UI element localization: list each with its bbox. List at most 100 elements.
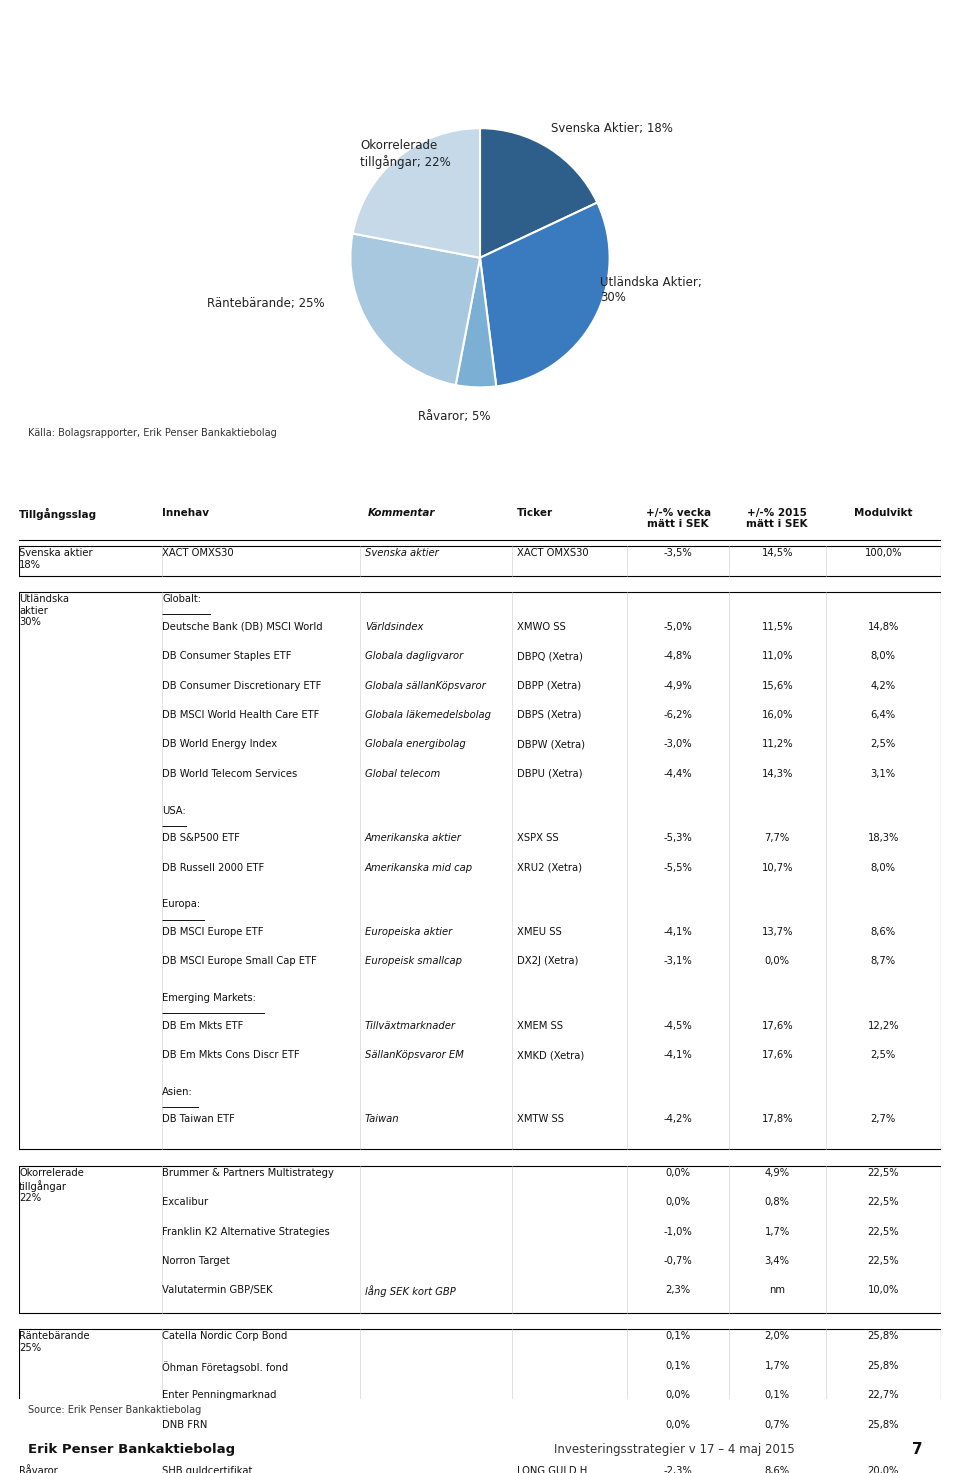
Text: Öhman Företagsobl. fond: Öhman Företagsobl. fond xyxy=(162,1361,288,1373)
Text: Världsindex: Världsindex xyxy=(365,622,423,632)
Text: DB Em Mkts ETF: DB Em Mkts ETF xyxy=(162,1021,244,1031)
Text: Ticker: Ticker xyxy=(516,508,553,518)
Text: 7: 7 xyxy=(912,1442,923,1457)
Text: 8,6%: 8,6% xyxy=(765,1466,790,1473)
Text: 2,7%: 2,7% xyxy=(871,1115,896,1124)
Text: Okorrelerade
tillgångar
22%: Okorrelerade tillgångar 22% xyxy=(19,1168,84,1203)
Text: +/-% vecka
mätt i SEK: +/-% vecka mätt i SEK xyxy=(645,508,710,529)
Text: 8,0%: 8,0% xyxy=(871,651,896,661)
Text: 25,8%: 25,8% xyxy=(868,1332,899,1342)
Text: nm: nm xyxy=(769,1286,785,1295)
Text: Amerikanska aktier: Amerikanska aktier xyxy=(365,834,462,843)
Text: 0,0%: 0,0% xyxy=(665,1168,690,1178)
Text: 8,0%: 8,0% xyxy=(871,863,896,872)
Text: DBPW (Xetra): DBPW (Xetra) xyxy=(516,739,585,750)
Text: Taiwan: Taiwan xyxy=(365,1115,399,1124)
Text: 2,0%: 2,0% xyxy=(765,1332,790,1342)
Text: Svenska Aktier; 18%: Svenska Aktier; 18% xyxy=(551,122,673,134)
Text: Erik Penser Bankaktiebolag: Erik Penser Bankaktiebolag xyxy=(29,1444,235,1455)
Text: 4,2%: 4,2% xyxy=(871,681,896,691)
Text: -4,4%: -4,4% xyxy=(663,769,692,779)
Text: DBPQ (Xetra): DBPQ (Xetra) xyxy=(516,651,583,661)
Text: 20,0%: 20,0% xyxy=(868,1466,899,1473)
Text: Amerikanska mid cap: Amerikanska mid cap xyxy=(365,863,473,872)
Text: 15,6%: 15,6% xyxy=(761,681,793,691)
Text: DB World Energy Index: DB World Energy Index xyxy=(162,739,277,750)
Text: SällanKöpsvaror EM: SällanKöpsvaror EM xyxy=(365,1050,464,1061)
Text: -3,5%: -3,5% xyxy=(663,548,692,558)
Text: 0,0%: 0,0% xyxy=(765,956,790,966)
Text: 22,7%: 22,7% xyxy=(868,1391,899,1401)
Text: DX2J (Xetra): DX2J (Xetra) xyxy=(516,956,578,966)
Text: SHB guldcertifikat: SHB guldcertifikat xyxy=(162,1466,252,1473)
Text: Modulvikt: Modulvikt xyxy=(854,508,912,518)
Text: 22,5%: 22,5% xyxy=(868,1168,899,1178)
Text: 22,5%: 22,5% xyxy=(868,1227,899,1236)
Text: Brummer & Partners Multistrategy: Brummer & Partners Multistrategy xyxy=(162,1168,334,1178)
Text: 100,0%: 100,0% xyxy=(864,548,902,558)
Text: 3,1%: 3,1% xyxy=(871,769,896,779)
Text: Norron Target: Norron Target xyxy=(162,1256,229,1265)
Wedge shape xyxy=(480,203,610,386)
Text: 1,7%: 1,7% xyxy=(764,1227,790,1236)
Text: DBPS (Xetra): DBPS (Xetra) xyxy=(516,710,581,720)
Text: Utländska Aktier;
30%: Utländska Aktier; 30% xyxy=(600,275,702,305)
Text: Emerging Markets:: Emerging Markets: xyxy=(162,993,256,1003)
Text: Räntebärande
25%: Räntebärande 25% xyxy=(19,1332,90,1352)
Text: 8,7%: 8,7% xyxy=(871,956,896,966)
Text: DNB FRN: DNB FRN xyxy=(162,1420,207,1430)
Text: DB Consumer Staples ETF: DB Consumer Staples ETF xyxy=(162,651,292,661)
Text: 0,0%: 0,0% xyxy=(665,1198,690,1208)
Text: -4,1%: -4,1% xyxy=(663,1050,692,1061)
Text: Europeisk smallcap: Europeisk smallcap xyxy=(365,956,462,966)
Text: 0,1%: 0,1% xyxy=(665,1332,690,1342)
Text: 25,8%: 25,8% xyxy=(868,1361,899,1371)
Text: 14,5%: 14,5% xyxy=(761,548,793,558)
Text: 17,6%: 17,6% xyxy=(761,1050,793,1061)
Text: DB MSCI World Health Care ETF: DB MSCI World Health Care ETF xyxy=(162,710,320,720)
Text: -6,2%: -6,2% xyxy=(663,710,692,720)
Text: 2,5%: 2,5% xyxy=(871,1050,896,1061)
Text: -1,0%: -1,0% xyxy=(663,1227,692,1236)
Text: Källa: Bolagsrapporter, Erik Penser Bankaktiebolag: Källa: Bolagsrapporter, Erik Penser Bank… xyxy=(29,429,277,437)
Text: -4,5%: -4,5% xyxy=(663,1021,692,1031)
Text: Råvaror
5%: Råvaror 5% xyxy=(19,1466,58,1473)
Text: DB World Telecom Services: DB World Telecom Services xyxy=(162,769,298,779)
Text: 2,3%: 2,3% xyxy=(665,1286,690,1295)
Text: 2,5%: 2,5% xyxy=(871,739,896,750)
Text: XMEM SS: XMEM SS xyxy=(516,1021,563,1031)
Text: 14,3%: 14,3% xyxy=(761,769,793,779)
Text: DB MSCI Europe ETF: DB MSCI Europe ETF xyxy=(162,927,264,937)
Text: Svenska aktier
18%: Svenska aktier 18% xyxy=(19,548,93,570)
Wedge shape xyxy=(480,128,597,258)
Text: LONG GULD H: LONG GULD H xyxy=(516,1466,588,1473)
Text: 3,4%: 3,4% xyxy=(765,1256,790,1265)
Text: -4,8%: -4,8% xyxy=(663,651,692,661)
Text: XRU2 (Xetra): XRU2 (Xetra) xyxy=(516,863,582,872)
Text: 16,0%: 16,0% xyxy=(761,710,793,720)
Text: Innehav: Innehav xyxy=(162,508,209,518)
Text: XACT OMXS30: XACT OMXS30 xyxy=(162,548,233,558)
Text: 0,0%: 0,0% xyxy=(665,1420,690,1430)
Text: DB Consumer Discretionary ETF: DB Consumer Discretionary ETF xyxy=(162,681,322,691)
Text: Kommentar: Kommentar xyxy=(368,508,435,518)
Text: 10,7%: 10,7% xyxy=(761,863,793,872)
Text: 14,8%: 14,8% xyxy=(868,622,899,632)
Text: 10,0%: 10,0% xyxy=(868,1286,899,1295)
Text: XACT OMXS30: XACT OMXS30 xyxy=(516,548,588,558)
Wedge shape xyxy=(352,128,480,258)
Text: Modellportfölj Balanserad Allokeringsförvaltning: Modellportfölj Balanserad Allokeringsför… xyxy=(29,457,370,468)
Text: Globala energibolag: Globala energibolag xyxy=(365,739,466,750)
Text: Valutatermin GBP/SEK: Valutatermin GBP/SEK xyxy=(162,1286,273,1295)
Text: -4,1%: -4,1% xyxy=(663,927,692,937)
Text: Globala läkemedelsbolag: Globala läkemedelsbolag xyxy=(365,710,491,720)
Wedge shape xyxy=(350,234,480,384)
Text: Globalt:: Globalt: xyxy=(162,594,201,604)
Text: Source: Erik Penser Bankaktiebolag: Source: Erik Penser Bankaktiebolag xyxy=(29,1405,202,1416)
Text: 22,5%: 22,5% xyxy=(868,1256,899,1265)
Text: Utländska
aktier
30%: Utländska aktier 30% xyxy=(19,594,69,627)
Text: -3,0%: -3,0% xyxy=(663,739,692,750)
Text: 18,3%: 18,3% xyxy=(868,834,899,843)
Text: Enter Penningmarknad: Enter Penningmarknad xyxy=(162,1391,276,1401)
Text: Okorrelerade
tillgångar; 22%: Okorrelerade tillgångar; 22% xyxy=(360,140,451,168)
